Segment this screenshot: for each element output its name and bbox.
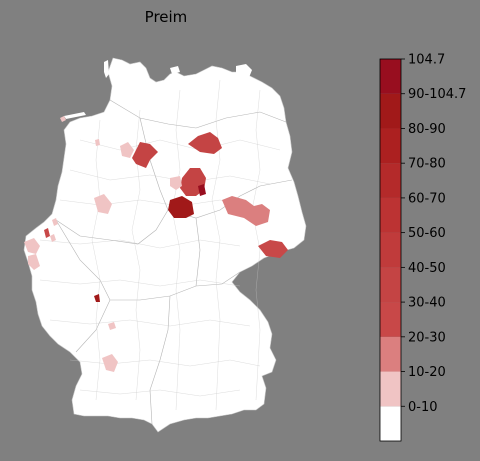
region-frankfurt <box>94 294 100 302</box>
region-north-sea <box>60 116 66 122</box>
colorbar-segment <box>380 232 401 268</box>
germany-map <box>23 57 307 433</box>
colorbar-segment <box>380 406 401 441</box>
region-stendal <box>188 132 222 154</box>
colorbar-tick-label: 20-30 <box>408 330 446 345</box>
colorbar-tick-label: 40-50 <box>408 261 446 276</box>
region-uelzen <box>132 142 158 168</box>
colorbar-segment <box>380 267 401 303</box>
island-fehmarn <box>170 66 180 74</box>
colorbar-segment <box>380 93 401 129</box>
colorbar-tick-label: 50-60 <box>408 226 446 241</box>
colorbar-segment <box>380 336 401 372</box>
region-munster <box>52 218 58 226</box>
colorbar-tick-label: 80-90 <box>408 122 446 137</box>
region-harz <box>170 176 182 190</box>
island-rugen <box>236 64 252 80</box>
region-anhalt <box>168 196 194 218</box>
region-stuttgart <box>102 354 118 372</box>
region-dusseldorf <box>44 228 50 238</box>
colorbar-tick-label: 0-10 <box>408 400 438 415</box>
region-weimar-area <box>94 194 112 214</box>
region-ruhr-west <box>24 238 40 254</box>
region-hamburg-area <box>120 142 134 158</box>
colorbar-segment <box>380 163 401 198</box>
region-dessau <box>198 184 206 196</box>
map-title: Preim <box>145 8 188 26</box>
colorbar-tick-label: 30-40 <box>408 296 446 311</box>
colorbar: 104.7 90-104.7 80-90 70-80 60-70 50-60 40-50 30… <box>379 53 466 442</box>
colorbar-segment <box>380 128 401 164</box>
region-aachen <box>28 254 40 270</box>
region-mainz <box>108 322 116 330</box>
colorbar-tick-label: 70-80 <box>408 157 446 172</box>
state-borders <box>55 99 293 425</box>
colorbar-tick-label: 104.7 <box>408 53 445 68</box>
region-luneburg-area <box>95 139 100 146</box>
colorbar-tick-label: 90-104.7 <box>408 87 466 102</box>
colorbar-tick-label: 60-70 <box>408 191 446 206</box>
region-eifel <box>50 234 56 242</box>
colorbar-segment <box>380 59 401 94</box>
island-east-frisia <box>64 112 86 119</box>
colorbar-tick-label: 10-20 <box>408 365 446 380</box>
colorbar-segment <box>380 371 401 407</box>
island-sylt <box>104 60 109 78</box>
colorbar-frame <box>379 58 402 442</box>
colorbar-segment <box>380 302 401 337</box>
colorbar-segment <box>380 197 401 233</box>
region-dresden <box>258 240 288 258</box>
region-leipzig-north <box>222 196 270 226</box>
